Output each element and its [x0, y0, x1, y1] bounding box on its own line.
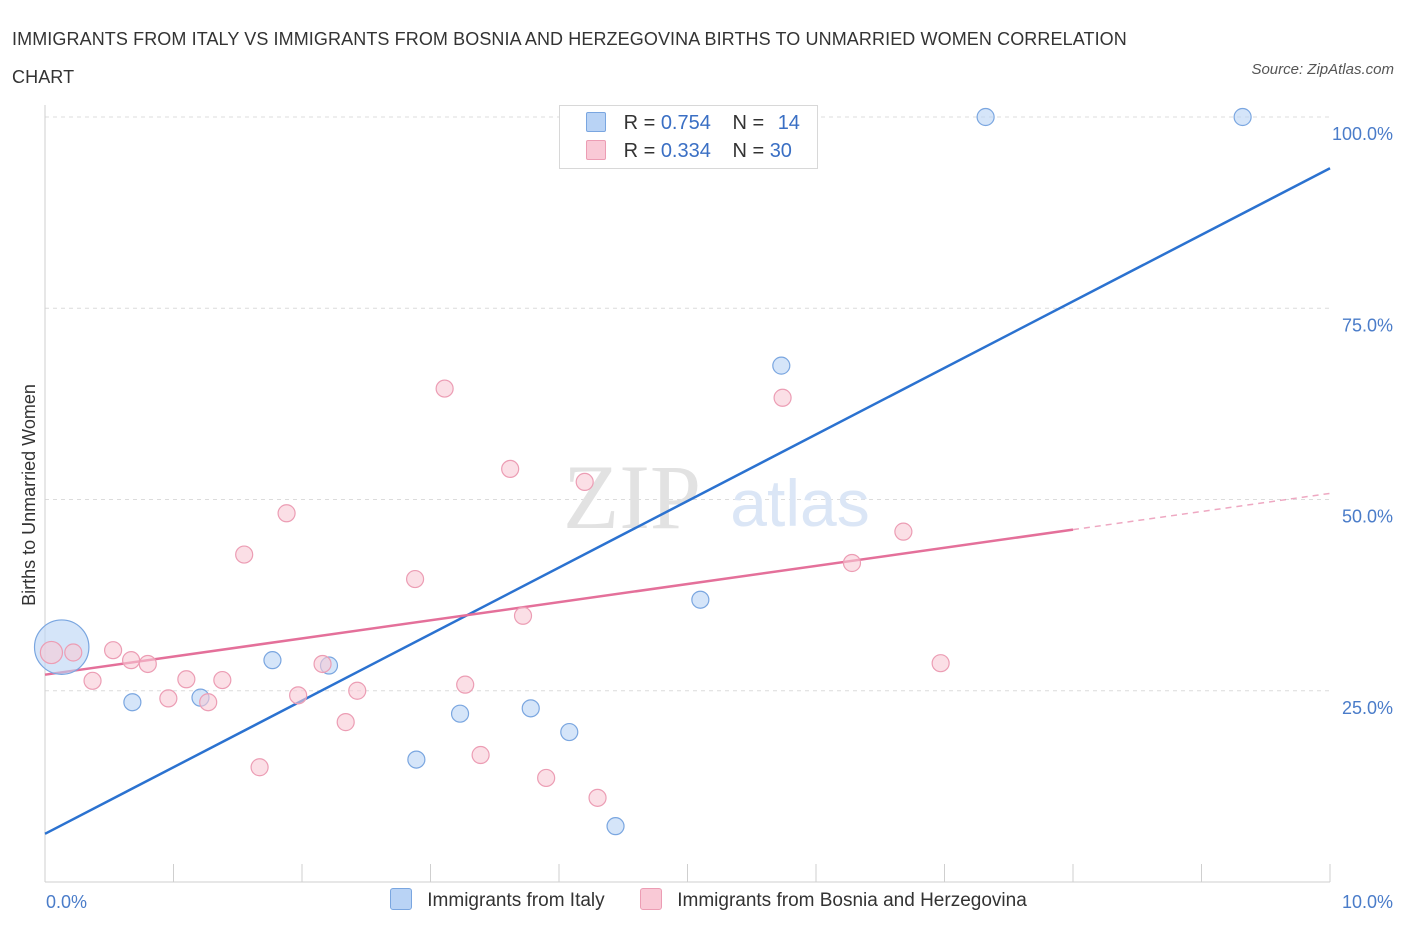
legend-swatch-italy [586, 112, 606, 132]
data-point-bosnia [159, 689, 178, 708]
data-point-italy [521, 699, 540, 718]
data-point-bosnia [537, 768, 556, 788]
data-point-bosnia [348, 681, 367, 700]
trend-line-italy [44, 167, 1331, 835]
series-legend-bosnia[interactable]: Immigrants from Bosnia and Herzegovina [639, 888, 1027, 912]
legend-n-value-bosnia: 30 [769, 140, 792, 162]
data-point-bosnia [83, 671, 102, 690]
y-tick-label: 75.0% [1342, 315, 1393, 335]
y-axis-title: Births to Unmarried Women [19, 384, 39, 606]
legend-n-label: N = [732, 112, 765, 134]
data-point-italy [976, 107, 995, 127]
trend-line-ext-bosnia [1072, 492, 1331, 531]
data-point-bosnia [435, 379, 454, 398]
tick-labels: 25.0% 50.0% 75.0% 100.0% 0.0% 10.0% [46, 124, 1393, 912]
data-point-bosnia [456, 675, 475, 694]
data-point-bosnia [931, 654, 950, 673]
data-point-bosnia [138, 654, 157, 674]
legend-row-italy: R = 0.754 N = 14 [586, 112, 800, 138]
y-tick-label: 50.0% [1342, 507, 1393, 527]
watermark-zip: ZIP [563, 446, 701, 548]
data-point-italy [450, 704, 470, 723]
data-point-bosnia [64, 643, 83, 662]
legend-r-label: R = [623, 140, 656, 162]
data-point-bosnia [894, 522, 913, 541]
series-label-bosnia: Immigrants from Bosnia and Herzegovina [677, 890, 1027, 911]
correlation-legend: R = 0.754 N = 14 R = 0.334 N = 30 [559, 105, 818, 169]
data-point-bosnia [842, 553, 862, 573]
data-point-bosnia [313, 654, 332, 674]
data-point-italy [263, 651, 282, 670]
data-point-bosnia [773, 388, 792, 407]
data-point-bosnia [336, 713, 355, 732]
legend-row-bosnia: R = 0.334 N = 30 [586, 140, 792, 166]
series-swatch-bosnia [639, 888, 662, 910]
source-label: Source: ZipAtlas.com [1251, 61, 1394, 78]
legend-n-label: N = [732, 140, 765, 162]
x-tick-label: 0.0% [46, 892, 87, 912]
data-point-bosnia [39, 640, 64, 665]
data-point-bosnia [471, 745, 490, 765]
watermark-atlas: atlas [730, 466, 869, 540]
legend-n-value-italy: 14 [777, 112, 800, 134]
y-tick-label: 100.0% [1332, 124, 1393, 144]
data-point-bosnia [104, 641, 123, 660]
data-point-italy [407, 750, 426, 769]
grid [45, 116, 1330, 692]
data-point-italy [123, 693, 142, 712]
data-points [33, 107, 1252, 836]
data-point-bosnia [213, 670, 232, 690]
data-point-italy [560, 722, 579, 742]
data-point-bosnia [250, 758, 269, 777]
data-point-bosnia [177, 670, 196, 689]
legend-r-value-bosnia: 0.334 [660, 140, 711, 162]
data-point-bosnia [289, 686, 308, 705]
data-point-bosnia [405, 569, 425, 589]
data-point-bosnia [501, 459, 520, 478]
series-legend-italy[interactable]: Immigrants from Italy [390, 888, 605, 912]
data-point-italy [1233, 107, 1252, 127]
legend-swatch-bosnia [586, 140, 606, 160]
series-swatch-italy [390, 888, 412, 910]
chart-title: IMMIGRANTS FROM ITALY VS IMMIGRANTS FROM… [12, 29, 1127, 87]
data-point-bosnia [575, 472, 594, 492]
legend-r-value-italy: 0.754 [660, 112, 711, 134]
data-point-bosnia [588, 788, 607, 807]
series-legend: Immigrants from Italy Immigrants from Bo… [390, 888, 1057, 912]
data-point-bosnia [277, 504, 296, 523]
data-point-bosnia [235, 545, 254, 564]
y-tick-label: 25.0% [1342, 698, 1393, 718]
x-tick-label: 10.0% [1342, 892, 1393, 912]
data-point-bosnia [513, 606, 533, 625]
data-point-italy [691, 590, 710, 609]
trend-line-bosnia [44, 528, 1074, 676]
legend-r-label: R = [623, 112, 656, 134]
data-point-italy [772, 356, 791, 375]
trend-lines [44, 167, 1331, 835]
watermark: ZIP atlas [563, 446, 870, 548]
data-point-italy [606, 817, 625, 836]
axes [44, 105, 1331, 883]
data-point-bosnia [199, 693, 218, 712]
series-label-italy: Immigrants from Italy [427, 890, 605, 911]
data-point-bosnia [121, 651, 141, 670]
